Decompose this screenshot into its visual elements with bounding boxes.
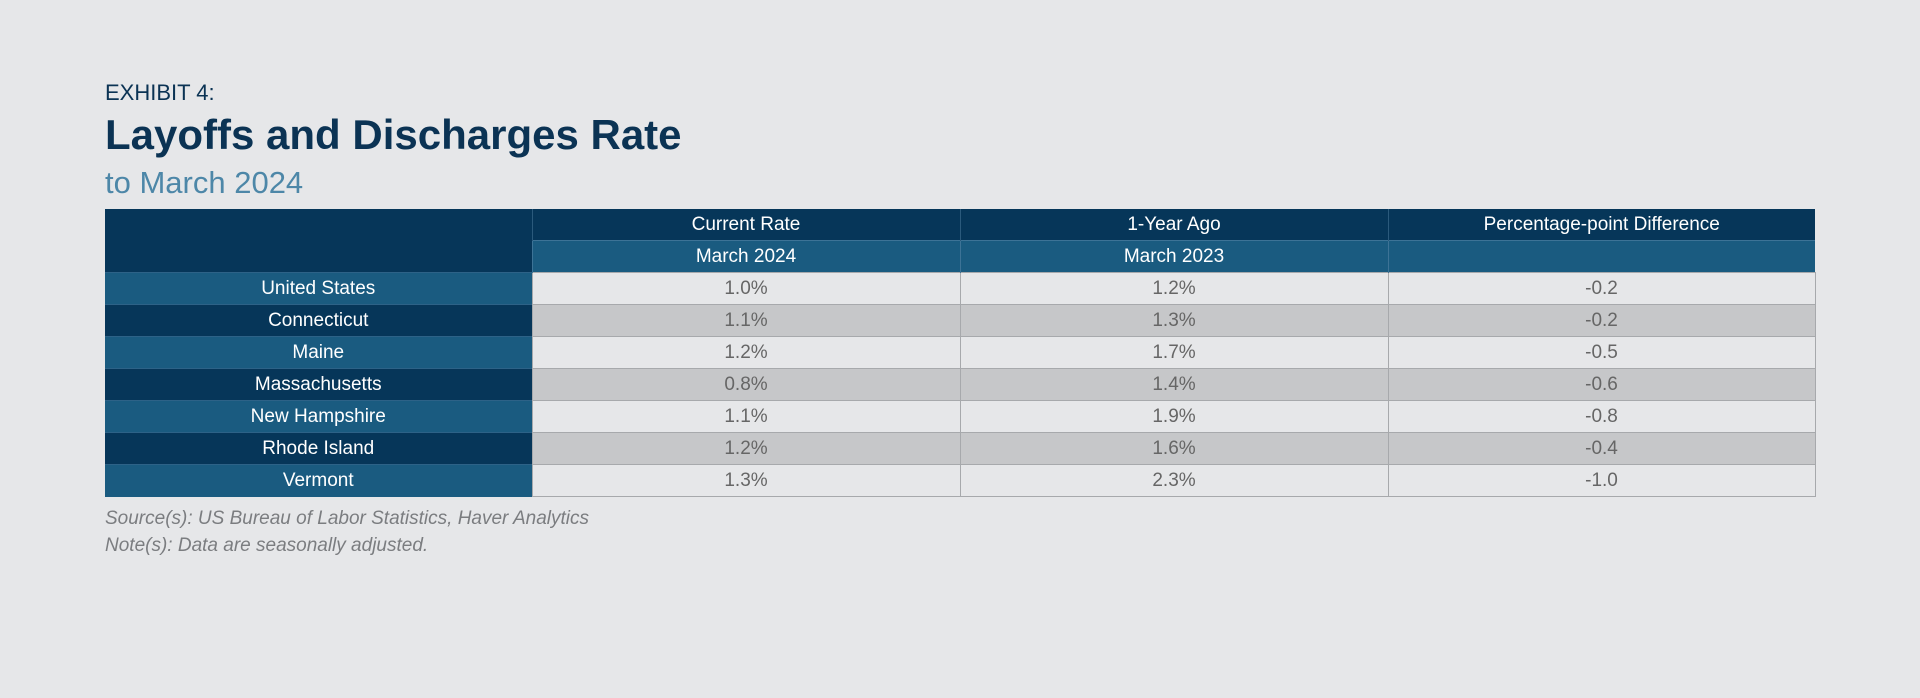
table-row: United States 1.0% 1.2% -0.2 xyxy=(105,272,1816,305)
table-row: Massachusetts 0.8% 1.4% -0.6 xyxy=(105,368,1816,401)
table-row: New Hampshire 1.1% 1.9% -0.8 xyxy=(105,400,1816,433)
table-cell: 1.1% xyxy=(531,304,961,337)
table-cell: -0.8 xyxy=(1387,400,1816,433)
footnotes: Source(s): US Bureau of Labor Statistics… xyxy=(105,505,1815,559)
table-cell: -0.2 xyxy=(1387,272,1816,305)
table-cell: 1.6% xyxy=(959,432,1389,465)
column-header: Percentage-point Difference xyxy=(1387,209,1815,241)
row-label: Maine xyxy=(105,336,532,369)
column-header: Current Rate xyxy=(531,209,960,241)
table-cell: 1.2% xyxy=(531,432,961,465)
row-label: United States xyxy=(105,272,532,305)
column-subheader: March 2023 xyxy=(959,240,1388,273)
table-row: Connecticut 1.1% 1.3% -0.2 xyxy=(105,304,1816,337)
table-cell: 1.9% xyxy=(959,400,1389,433)
table-row: Vermont 1.3% 2.3% -1.0 xyxy=(105,464,1816,497)
row-label: Rhode Island xyxy=(105,432,532,465)
row-label: Massachusetts xyxy=(105,368,532,401)
column-subheader: March 2024 xyxy=(531,240,960,273)
table-cell: 1.3% xyxy=(959,304,1389,337)
data-note: Note(s): Data are seasonally adjusted. xyxy=(105,535,429,556)
table-cell: 1.0% xyxy=(531,272,961,305)
table-cell: 2.3% xyxy=(959,464,1389,497)
table-cell: 1.4% xyxy=(959,368,1389,401)
header-row-secondary: March 2024 March 2023 xyxy=(105,240,1815,273)
table-cell: -1.0 xyxy=(1387,464,1816,497)
row-label: Vermont xyxy=(105,464,532,497)
table-cell: 1.2% xyxy=(531,336,961,369)
data-table: Current Rate 1-Year Ago Percentage-point… xyxy=(105,209,1816,497)
table-cell: -0.5 xyxy=(1387,336,1816,369)
table-cell: -0.6 xyxy=(1387,368,1816,401)
table-row: Rhode Island 1.2% 1.6% -0.4 xyxy=(105,432,1816,465)
column-header: 1-Year Ago xyxy=(959,209,1388,241)
chart-subtitle: to March 2024 xyxy=(105,165,304,200)
table-cell: 1.3% xyxy=(531,464,961,497)
table-row: Maine 1.2% 1.7% -0.5 xyxy=(105,336,1816,369)
exhibit-label: EXHIBIT 4: xyxy=(105,80,215,105)
table-cell: -0.4 xyxy=(1387,432,1816,465)
table-cell: 1.1% xyxy=(531,400,961,433)
row-label: New Hampshire xyxy=(105,400,532,433)
header-row-primary: Current Rate 1-Year Ago Percentage-point… xyxy=(105,209,1815,273)
column-subheader xyxy=(1387,240,1815,273)
table-cell: 1.7% xyxy=(959,336,1389,369)
table-cell: -0.2 xyxy=(1387,304,1816,337)
table-cell: 1.2% xyxy=(959,272,1389,305)
table-cell: 0.8% xyxy=(531,368,961,401)
exhibit-container: EXHIBIT 4: Layoffs and Discharges Rate t… xyxy=(105,78,1816,559)
chart-title: Layoffs and Discharges Rate xyxy=(105,111,682,158)
header-corner-cell xyxy=(105,209,532,273)
source-note: Source(s): US Bureau of Labor Statistics… xyxy=(105,508,589,529)
row-label: Connecticut xyxy=(105,304,532,337)
